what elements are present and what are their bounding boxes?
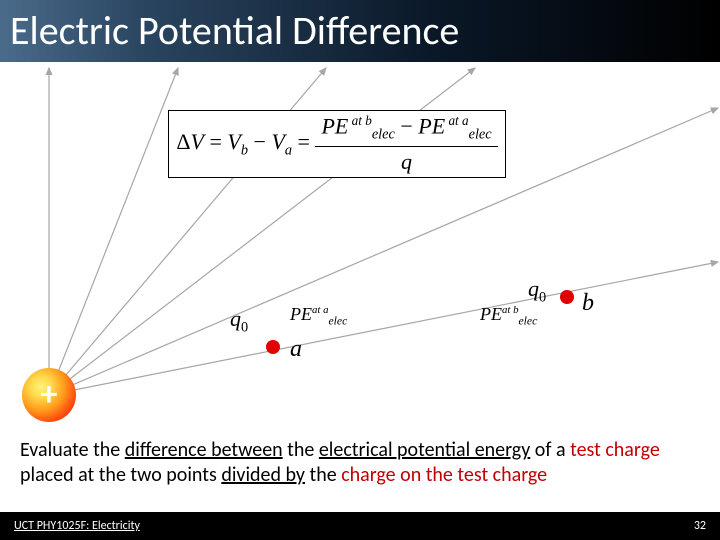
q-sub-b: 0: [539, 289, 546, 305]
vb-v: V: [227, 129, 240, 154]
bt-r1: test charge: [570, 438, 660, 462]
equals-2: =: [298, 129, 316, 154]
q-symbol-b: q: [528, 276, 539, 301]
equals-1: =: [209, 129, 227, 154]
bt-u2: electrical potential energy: [319, 438, 530, 462]
pe-small-a: PEat aelec: [290, 304, 347, 328]
footer: UCT PHY1025F: Electricity 32: [0, 512, 720, 540]
slide-title: Electric Potential Difference: [10, 6, 459, 55]
plus-icon: +: [41, 378, 58, 412]
pe-small-b-label: PE: [480, 304, 502, 324]
q-symbol-a: q: [230, 306, 241, 331]
denominator: q: [401, 147, 412, 175]
v-symbol: V: [191, 129, 204, 154]
pe-small-b-sup: at b: [502, 304, 519, 316]
pe-small-b-sub: elec: [519, 315, 538, 328]
pe-small-b: PEat belec: [480, 304, 537, 328]
va-sub: a: [285, 142, 292, 158]
bt-m3: placed at the two points: [20, 463, 221, 487]
va-v: V: [271, 129, 284, 154]
body-text: Evaluate the difference between the elec…: [20, 438, 700, 488]
pe-b-sub: elec: [372, 127, 395, 143]
point-a-label: a: [290, 336, 302, 363]
vb-sub: b: [241, 142, 248, 158]
bt-pre: Evaluate the: [20, 438, 125, 462]
footer-page: 32: [694, 519, 706, 533]
bt-m2: of a: [530, 438, 570, 462]
minus-2: −: [400, 113, 418, 138]
fraction: PE at belec − PE at aelec q: [315, 113, 497, 175]
bt-u1: difference between: [125, 438, 283, 462]
source-charge: +: [22, 368, 76, 422]
bt-m1: the: [283, 438, 319, 462]
bt-m4: the: [305, 463, 341, 487]
equation-box: ΔV = Vb − Va = PE at belec − PE at aelec…: [168, 110, 506, 178]
q0-label-a: q0: [230, 306, 248, 336]
pe-b-sup: at b: [348, 113, 371, 128]
pe-small-a-sup: at a: [312, 304, 329, 316]
equation-content: ΔV = Vb − Va = PE at belec − PE at aelec…: [176, 113, 497, 175]
point-b-label: b: [582, 290, 594, 317]
bt-u3: divided by: [221, 463, 305, 487]
slide: Electric Potential Difference ΔV = Vb − …: [0, 0, 720, 540]
pe-small-a-label: PE: [290, 304, 312, 324]
point-b-dot: [560, 290, 574, 304]
pe-b: PE: [321, 113, 348, 138]
q-sub-a: 0: [241, 319, 248, 335]
delta-symbol: Δ: [176, 129, 190, 154]
q0-label-b: q0: [528, 276, 546, 306]
bt-r2: charge on the test charge: [341, 463, 547, 487]
pe-a: PE: [418, 113, 445, 138]
pe-a-sub: elec: [469, 127, 492, 143]
numerator: PE at belec − PE at aelec: [315, 113, 497, 147]
minus-1: −: [254, 129, 272, 154]
pe-small-a-sub: elec: [329, 315, 348, 328]
pe-a-sup: at a: [445, 113, 468, 128]
footer-course: UCT PHY1025F: Electricity: [14, 519, 140, 533]
point-a-dot: [266, 340, 280, 354]
